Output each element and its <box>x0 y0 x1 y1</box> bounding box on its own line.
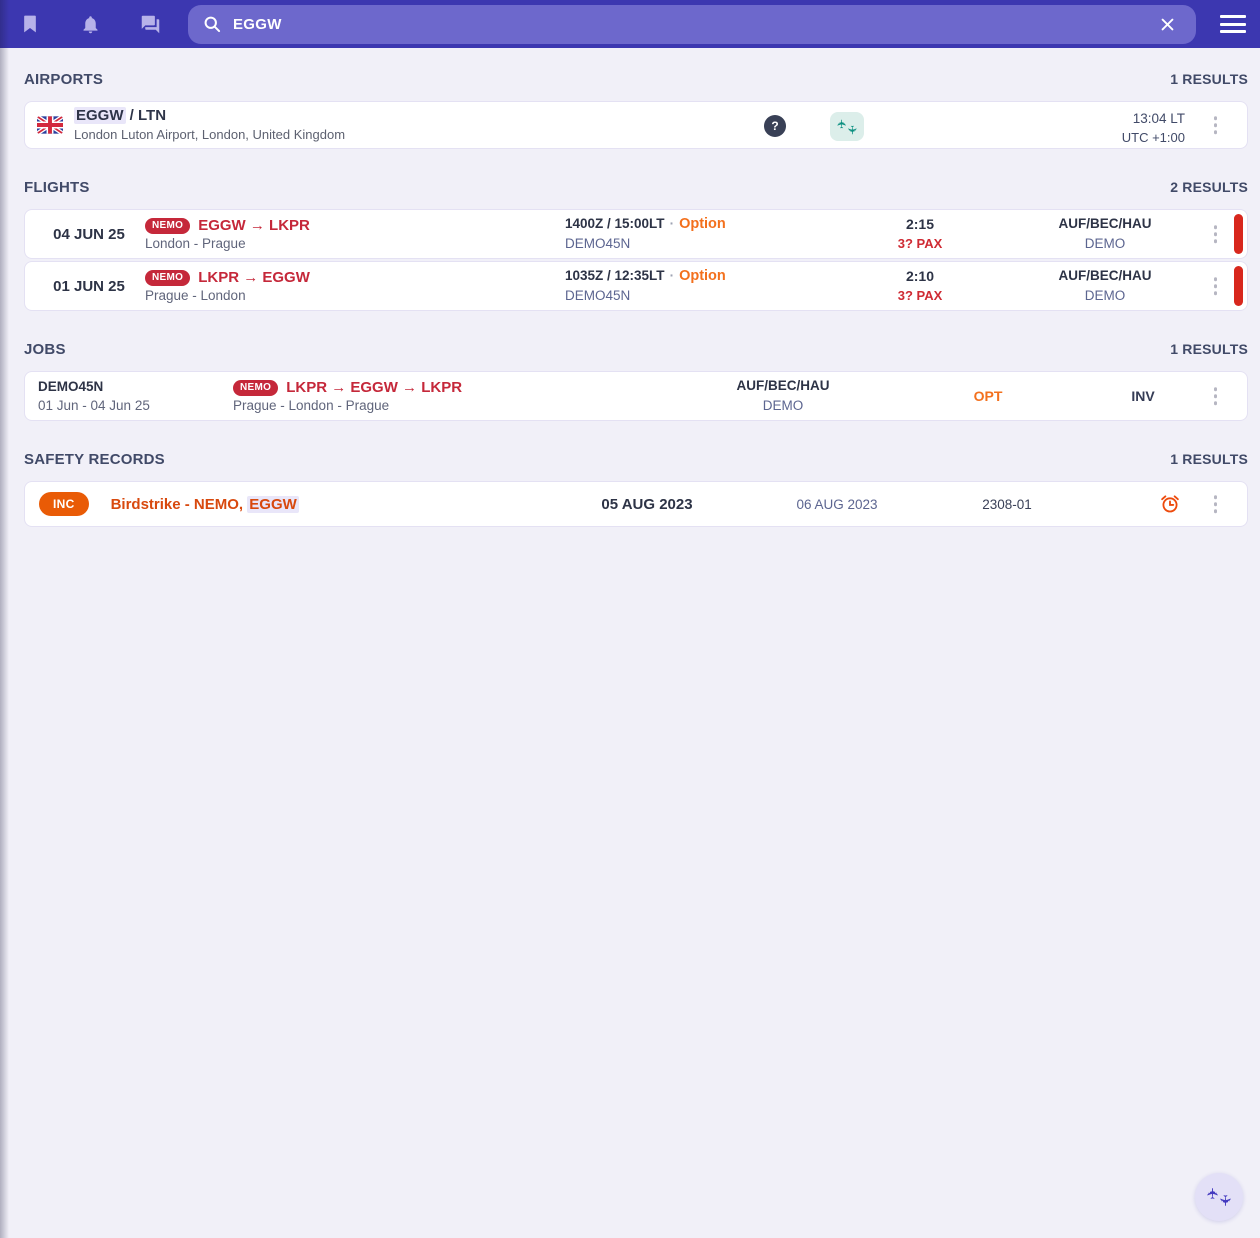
safety-results-count: 1 RESULTS <box>1170 451 1248 467</box>
jobs-section-title: JOBS <box>24 341 66 358</box>
chat-forum-icon[interactable] <box>120 14 180 35</box>
airport-utc-offset: UTC +1:00 <box>1121 129 1185 145</box>
job-aircraft: DEMO45N <box>38 378 104 394</box>
flight-status-red-bar <box>1234 266 1243 306</box>
flight-crew-sub: DEMO <box>1084 235 1126 251</box>
flight-route: LKPR → EGGW <box>198 269 310 286</box>
airport-time-block: 13:04 LT UTC +1:00 <box>1122 109 1185 147</box>
flight-kebab-menu-icon[interactable] <box>1210 273 1222 299</box>
safety-title-text: Birdstrike - NEMO, <box>110 495 248 513</box>
safety-section-header: SAFETY RECORDS 1 RESULTS <box>24 451 1248 468</box>
search-icon <box>202 14 222 34</box>
flight-aircraft: DEMO45N <box>565 236 631 252</box>
airport-icao-highlight: EGGW <box>74 107 126 124</box>
flight-cities: London - Prague <box>145 236 246 251</box>
clear-search-icon[interactable] <box>1154 12 1180 38</box>
notifications-bell-icon[interactable] <box>60 14 120 35</box>
flight-cities: Prague - London <box>145 288 246 303</box>
airports-section-header: AIRPORTS 1 RESULTS <box>24 71 1248 88</box>
flights-section-title: FLIGHTS <box>24 179 90 196</box>
menu-hamburger-icon[interactable] <box>1220 11 1246 38</box>
flight-aircraft: DEMO45N <box>565 288 631 304</box>
airport-iata: / LTN <box>125 107 167 124</box>
flight-date: 01 JUN 25 <box>53 277 125 295</box>
flight-row[interactable]: 01 JUN 25 NEMO LKPR → EGGW Prague - Londo… <box>24 261 1248 311</box>
airports-results-count: 1 RESULTS <box>1170 71 1248 87</box>
airport-help-icon[interactable]: ? <box>764 115 786 137</box>
safety-title-highlight: EGGW <box>247 495 299 513</box>
incident-badge: INC <box>39 492 89 516</box>
flights-section-header: FLIGHTS 2 RESULTS <box>24 179 1248 196</box>
safety-kebab-menu-icon[interactable] <box>1210 491 1222 517</box>
job-crew-sub: DEMO <box>762 397 804 413</box>
job-cities: Prague - London - Prague <box>233 398 390 413</box>
safety-event-date: 05 AUG 2023 <box>601 495 693 513</box>
top-app-bar <box>0 0 1260 48</box>
job-crew-codes: AUF/BEC/HAU <box>736 378 830 394</box>
flight-status-red-bar <box>1234 214 1243 254</box>
jobs-section-header: JOBS 1 RESULTS <box>24 341 1248 358</box>
flight-status-option: Option <box>679 216 726 233</box>
flight-status-option: Option <box>679 268 726 285</box>
safety-section-title: SAFETY RECORDS <box>24 451 165 468</box>
uk-flag-icon <box>37 116 63 134</box>
job-route: LKPR → EGGW → LKPR <box>286 379 463 396</box>
flight-times: 1035Z / 12:35LT <box>565 268 665 284</box>
job-kebab-menu-icon[interactable] <box>1210 383 1222 409</box>
flight-times: 1400Z / 15:00LT <box>565 216 665 232</box>
flight-crew-codes: AUF/BEC/HAU <box>1058 268 1152 284</box>
connecting-flights-chip[interactable]: ✈ ✈ <box>830 112 864 141</box>
nemo-badge: NEMO <box>145 217 191 234</box>
airport-codes: EGGW / LTN <box>74 107 345 126</box>
airport-kebab-menu-icon[interactable] <box>1210 112 1222 138</box>
flight-crew-sub: DEMO <box>1084 287 1126 303</box>
separator-dot: · <box>669 216 675 232</box>
flight-date: 04 JUN 25 <box>53 225 125 243</box>
job-result-row[interactable]: DEMO45N 01 Jun - 04 Jun 25 NEMO LKPR → EG… <box>24 371 1248 421</box>
flight-duration: 2:10 <box>905 268 935 285</box>
flight-pax: 3? PAX <box>897 236 943 252</box>
airport-name: London Luton Airport, London, United Kin… <box>74 126 346 142</box>
safety-record-row[interactable]: INC Birdstrike - NEMO, EGGW 05 AUG 2023 … <box>24 481 1248 527</box>
job-opt-button[interactable]: OPT <box>973 388 1003 404</box>
crossed-planes-icon: ✈ ✈ <box>1204 1187 1234 1207</box>
airport-local-time: 13:04 LT <box>1132 111 1185 126</box>
alarm-clock-icon[interactable] <box>1159 493 1181 515</box>
safety-record-title: Birdstrike - NEMO, EGGW <box>110 495 547 513</box>
flight-duration: 2:15 <box>905 216 935 233</box>
safety-reference-number: 2308-01 <box>982 496 1032 512</box>
flight-row[interactable]: 04 JUN 25 NEMO EGGW → LKPR London - Pragu… <box>24 209 1248 259</box>
crossed-planes-icon: ✈ ✈ <box>835 118 859 135</box>
job-dates: 01 Jun - 04 Jun 25 <box>38 397 150 413</box>
flights-fab-button[interactable]: ✈ ✈ <box>1195 1173 1243 1221</box>
job-inv-button[interactable]: INV <box>1131 388 1155 404</box>
global-search-box[interactable] <box>188 4 1196 44</box>
nemo-badge: NEMO <box>233 379 279 396</box>
flight-pax: 3? PAX <box>897 288 943 304</box>
flights-results-count: 2 RESULTS <box>1170 179 1248 195</box>
flight-route: EGGW → LKPR <box>198 217 310 234</box>
separator-dot: · <box>669 268 675 284</box>
flight-kebab-menu-icon[interactable] <box>1210 221 1222 247</box>
airport-result-row[interactable]: EGGW / LTN London Luton Airport, London,… <box>24 101 1248 149</box>
flight-crew-codes: AUF/BEC/HAU <box>1058 216 1152 232</box>
bookmark-icon[interactable] <box>0 14 60 34</box>
jobs-results-count: 1 RESULTS <box>1170 341 1248 357</box>
nemo-badge: NEMO <box>145 269 191 286</box>
airports-section-title: AIRPORTS <box>24 71 104 88</box>
safety-report-date: 06 AUG 2023 <box>796 496 878 512</box>
search-input[interactable] <box>233 15 1113 33</box>
